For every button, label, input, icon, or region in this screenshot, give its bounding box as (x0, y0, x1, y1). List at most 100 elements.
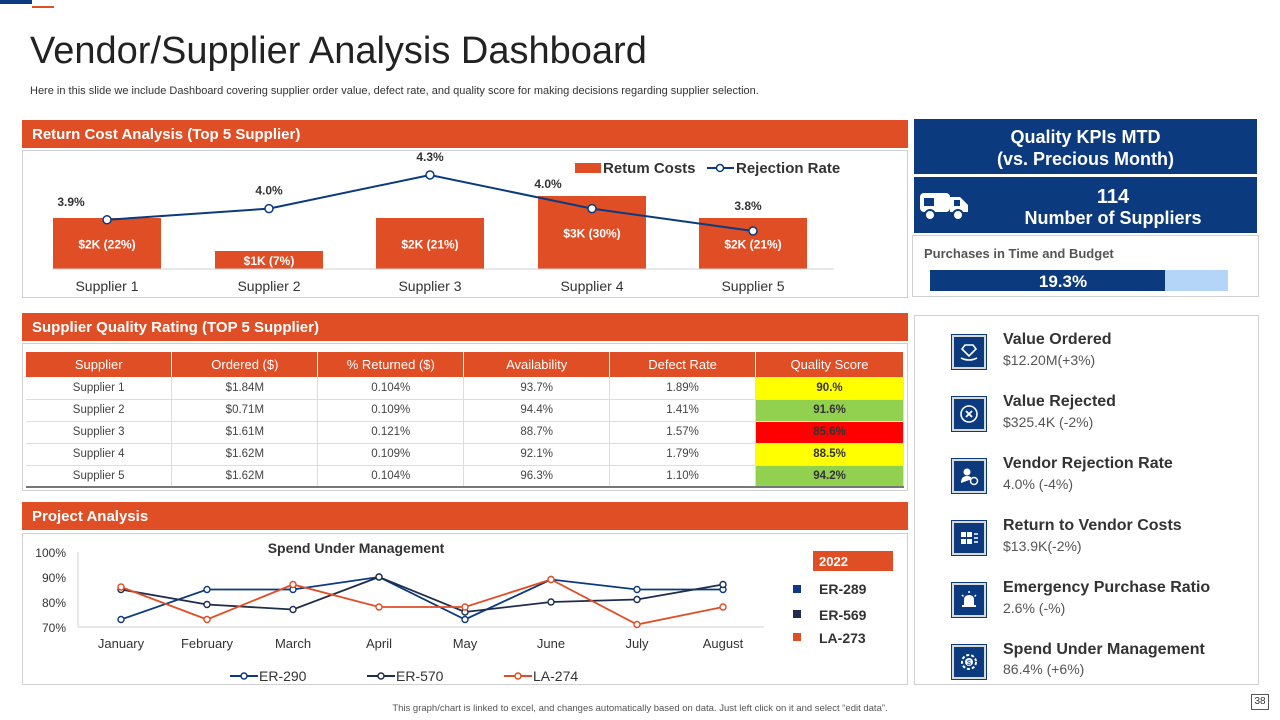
return-cost-bar-label: $2K (21%) (401, 238, 458, 252)
series-point-la-274[interactable] (633, 620, 641, 629)
kpi-title: Spend Under Management (1003, 641, 1205, 658)
column-header[interactable]: % Returned ($) (317, 352, 465, 377)
legend-er290-marker (240, 672, 248, 680)
year-badge (813, 551, 893, 571)
purchases-progress-track: 19.3% (930, 270, 1228, 291)
supplier-quality-table: Supplier Ordered ($) % Returned ($) Avai… (26, 352, 904, 488)
series-point-la-274[interactable] (547, 575, 555, 584)
table-row[interactable]: Supplier 4 $1.62M 0.109% 92.1% 1.79% 88.… (26, 443, 904, 466)
series-point-la-274[interactable] (203, 615, 211, 624)
return-cost-bar[interactable] (215, 251, 323, 269)
series-point-er-570[interactable] (719, 580, 727, 589)
purchases-label: Purchases in Time and Budget (924, 246, 1114, 261)
quality-kpis-title: Quality KPIs MTD (1010, 127, 1161, 147)
rejection-rate-label: 3.8% (734, 199, 762, 213)
table-row[interactable]: Supplier 1 $1.84M 0.104% 93.7% 1.89% 90.… (26, 377, 904, 400)
series-line-la-274[interactable] (120, 578, 724, 626)
quality-kpis-subtitle: (vs. Precious Month) (996, 149, 1175, 169)
column-header[interactable]: Availability (463, 352, 611, 377)
legend-er570-marker (377, 672, 385, 680)
page-number: 38 (1251, 694, 1269, 710)
svg-text:$: $ (967, 660, 971, 667)
table-row[interactable]: Supplier 3 $1.61M 0.121% 88.7% 1.57% 85.… (26, 421, 904, 444)
series-point-la-274[interactable] (719, 603, 727, 611)
return-cost-bar[interactable] (53, 218, 161, 269)
kpi-title: Emergency Purchase Ratio (1003, 579, 1211, 596)
table-row[interactable]: Supplier 5 $1.62M 0.104% 96.3% 1.10% 94.… (26, 465, 904, 488)
rejection-rate-point[interactable] (425, 170, 435, 180)
return-cost-chart[interactable]: $2K (22%) 3.9% Supplier 1 $1K (7%) 4.0% Suppl… (22, 150, 908, 298)
legend-return-costs-label: Retum Costs (603, 160, 696, 177)
return-cost-bar[interactable] (376, 218, 484, 269)
footer-note: This graph/chart is linked to excel, and… (392, 703, 888, 714)
series-point-er-290[interactable] (633, 585, 641, 594)
returned-cell: 0.104% (317, 377, 465, 400)
project-section-title: Project Analysis (32, 507, 149, 525)
defect-rate-cell: 1.10% (609, 465, 757, 488)
rejection-rate-point[interactable] (587, 203, 597, 214)
table-row[interactable]: Supplier 2 $0.71M 0.109% 94.4% 1.41% 91.… (26, 399, 904, 422)
series-point-er-570[interactable] (289, 605, 297, 614)
legend-er290-label: ER-290 (259, 668, 307, 684)
kpi-title: Vendor Rejection Rate (1003, 455, 1173, 472)
availability-cell: 94.4% (463, 399, 611, 422)
column-header[interactable]: Ordered ($) (171, 352, 319, 377)
series-point-er-570[interactable] (203, 600, 211, 609)
defect-rate-cell: 1.79% (609, 443, 757, 466)
series-point-er-570[interactable] (375, 573, 383, 581)
suppliers-count-label: Number of Suppliers (1024, 208, 1202, 228)
series-line-er-290[interactable] (120, 576, 723, 621)
x-tick-label: August (703, 636, 744, 651)
kpi-value: $12.20M(+3%) (1003, 352, 1096, 368)
series-point-er-570[interactable] (547, 598, 555, 606)
column-header[interactable]: Supplier (26, 352, 173, 377)
series-point-la-274[interactable] (461, 603, 469, 611)
series-point-la-274[interactable] (375, 603, 383, 611)
supplier-axis-label: Supplier 2 (237, 278, 300, 294)
series-point-er-290[interactable] (117, 615, 125, 624)
spend-under-management-chart[interactable]: Spend Under Management 100% 90% 80% 70% Jan… (22, 533, 908, 685)
top-accent-orange (32, 6, 54, 8)
rejection-rate-point[interactable] (748, 226, 758, 236)
quality-kpis-header: Quality KPIs MTD (vs. Precious Month) (914, 119, 1257, 174)
x-tick-label: June (537, 636, 565, 651)
supplier-axis-label: Supplier 1 (75, 278, 138, 294)
suppliers-count-box: 114 Number of Suppliers (914, 177, 1257, 233)
kpi-value: 86.4% (+6%) (1003, 661, 1085, 677)
rejection-rate-point[interactable] (264, 203, 274, 214)
ordered-cell: $1.62M (171, 465, 319, 488)
kpi-title: Value Rejected (1003, 393, 1116, 410)
series-line-er-570[interactable] (120, 576, 724, 613)
kpi-list-panel (914, 315, 1259, 685)
return-cost-bar-label: $2K (22%) (78, 238, 135, 252)
series-point-er-570[interactable] (633, 595, 641, 604)
defect-rate-cell: 1.41% (609, 399, 757, 422)
column-header[interactable]: Quality Score (755, 352, 904, 377)
availability-cell: 92.1% (463, 443, 611, 466)
legend-er289-label: ER-289 (819, 581, 867, 597)
project-chart-title: Spend Under Management (268, 540, 445, 556)
returned-cell: 0.121% (317, 421, 465, 444)
rejection-rate-point[interactable] (102, 215, 112, 225)
supplier-cell: Supplier 1 (26, 377, 173, 400)
series-point-er-290[interactable] (461, 615, 469, 624)
y-tick-label: 70% (42, 621, 66, 635)
column-header[interactable]: Defect Rate (609, 352, 757, 377)
x-tick-label: May (453, 636, 478, 651)
supplier-cell: Supplier 4 (26, 443, 173, 466)
series-point-la-274[interactable] (117, 583, 125, 591)
project-section-header: Project Analysis (22, 502, 908, 530)
return-cost-section-title: Return Cost Analysis (Top 5 Supplier) (32, 125, 301, 143)
suppliers-count: 114 (1096, 186, 1130, 208)
return-cost-bar-label: $2K (21%) (724, 238, 781, 252)
rejection-rate-label: 4.3% (416, 150, 444, 164)
series-point-er-290[interactable] (203, 585, 211, 594)
rejection-rate-label: 3.9% (57, 195, 85, 209)
kpi-value: 2.6% (-%) (1003, 600, 1066, 616)
alarm-bell-icon (951, 582, 987, 618)
series-point-la-274[interactable] (289, 580, 297, 589)
purchases-progress-value: 19.3% (1038, 272, 1088, 291)
supplier-truck-icon (920, 193, 968, 221)
supplier-axis-label: Supplier 5 (721, 278, 784, 294)
x-tick-label: April (366, 636, 392, 651)
